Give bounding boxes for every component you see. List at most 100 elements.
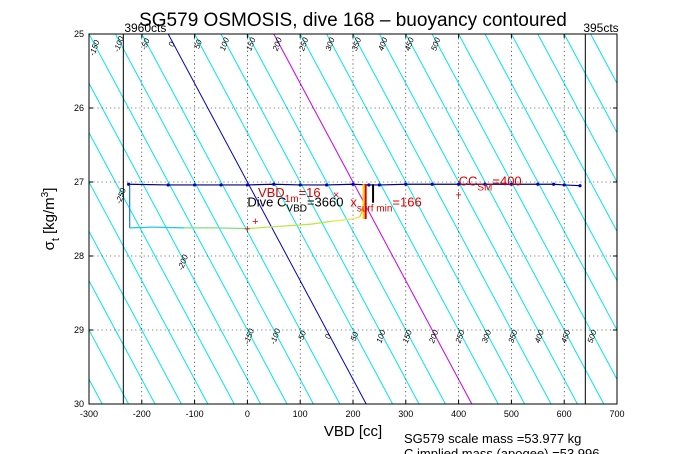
annotation-part: =166	[392, 194, 421, 209]
contour-line	[484, 34, 617, 282]
marker: +	[252, 216, 258, 228]
annotation-part: VBD	[286, 203, 307, 214]
contour-line	[141, 34, 341, 404]
x-tick-label: 100	[293, 409, 308, 419]
footer-line-1: SG579 scale mass =53.977 kg	[404, 431, 581, 446]
contour-label: 150	[401, 328, 414, 344]
dive-trace-segment	[247, 225, 280, 230]
climb-trace-point	[351, 182, 355, 186]
annotation-part: CC	[459, 174, 478, 189]
y-axis-symbol: σ	[41, 240, 58, 250]
annotation-surf-min: xsurf min=166	[350, 194, 421, 214]
dive-trace-segment	[129, 226, 153, 229]
x-axis-label: VBD [cc]	[324, 423, 382, 440]
contour-line	[114, 34, 314, 404]
x-tick-label: -300	[80, 409, 98, 419]
x-tick-label: -100	[186, 409, 204, 419]
contour-label: 50	[349, 330, 361, 342]
climb-trace	[128, 183, 581, 187]
contour-label: -50	[296, 329, 309, 343]
annotation-part: x	[350, 194, 357, 209]
climb-trace-point	[562, 183, 566, 187]
annotation-part: SM	[477, 183, 492, 194]
y-tick-label: 25	[74, 29, 84, 39]
contour-label: 100	[374, 328, 387, 344]
contour-label: -300	[58, 131, 72, 150]
contour-line	[458, 34, 617, 332]
y-tick-label: 29	[74, 325, 84, 335]
contour-label: -50	[139, 37, 152, 51]
contour-line	[246, 34, 446, 404]
count-limit-label: 395cts	[583, 21, 618, 35]
annotation-part: =3660	[307, 194, 344, 209]
chart-title: SG579 OSMOSIS, dive 168 – buoyancy conto…	[139, 10, 567, 31]
contour-label: 400	[376, 36, 389, 52]
count-limit-lines: 3960cts 395cts	[122, 21, 619, 404]
marker: +	[244, 224, 250, 236]
y-axis-units-superscript: 3	[40, 191, 51, 197]
markers: +++×	[244, 190, 462, 236]
annotation-part: =16	[299, 185, 321, 200]
x-tick-label: 500	[504, 409, 519, 419]
dive-trace-segment	[352, 216, 361, 220]
annotation-part: 1m	[285, 194, 299, 205]
y-tick-label: 27	[74, 177, 84, 187]
climb-trace-point	[298, 183, 302, 187]
contour-label: 450	[559, 328, 572, 344]
contour-line	[352, 34, 552, 404]
climb-trace-point	[578, 184, 582, 188]
contour-line	[89, 279, 156, 404]
contour-line	[89, 230, 182, 404]
climb-trace-point	[193, 183, 197, 187]
contour-line	[0, 34, 76, 404]
marker: +	[455, 190, 461, 202]
x-tick-label: 0	[245, 409, 250, 419]
climb-trace-point	[536, 182, 540, 186]
contour-line	[590, 34, 617, 85]
annotation-vbd-1m: VBD1m=16	[258, 185, 321, 205]
contour-line	[537, 34, 617, 184]
climb-trace-point	[272, 182, 276, 186]
dive-trace-segment	[279, 223, 311, 228]
y-tick-label: 30	[74, 399, 84, 409]
contour-label-zero: 0	[167, 40, 177, 48]
contour-line	[89, 328, 130, 404]
x-tick-label: 200	[345, 409, 360, 419]
x-tick-label: -200	[133, 409, 151, 419]
contour-label-zero: 0	[323, 332, 333, 340]
contour-label: 100	[218, 36, 231, 52]
contour-line	[378, 34, 578, 404]
contour-label: 50	[192, 38, 204, 50]
climb-trace-point	[552, 182, 556, 186]
x-tick-label: 700	[609, 409, 624, 419]
x-tick-label: 600	[557, 409, 572, 419]
y-tick-label: 26	[74, 103, 84, 113]
contour-line	[299, 34, 499, 404]
contour-line	[89, 180, 209, 404]
climb-trace-point	[404, 182, 408, 186]
climb-trace-point	[127, 182, 131, 186]
climb-trace-point	[166, 183, 170, 187]
marker: ×	[333, 190, 339, 202]
x-tick-label: 300	[398, 409, 413, 419]
count-limit-label: 3960cts	[124, 21, 166, 35]
climb-trace-point	[219, 183, 223, 187]
y-axis-label: σt [kg/m3]	[40, 188, 62, 251]
climb-trace-point	[367, 183, 371, 187]
climb-trace-point	[483, 182, 487, 186]
contour-line	[220, 34, 420, 404]
x-tick-label: 400	[451, 409, 466, 419]
climb-trace-point	[377, 183, 381, 187]
contour-line	[89, 131, 235, 404]
climb-trace-point	[509, 182, 513, 186]
climb-trace-point	[325, 183, 329, 187]
contour-line	[89, 82, 262, 404]
annotation-dive-c-vbd: Dive CVBD=3660	[247, 194, 343, 214]
contour-label: 400	[533, 328, 546, 344]
contour-line	[326, 34, 526, 404]
contour-label: 300	[324, 36, 337, 52]
dive-trace-segment	[310, 220, 332, 225]
annotation-part: Dive C	[247, 194, 286, 209]
